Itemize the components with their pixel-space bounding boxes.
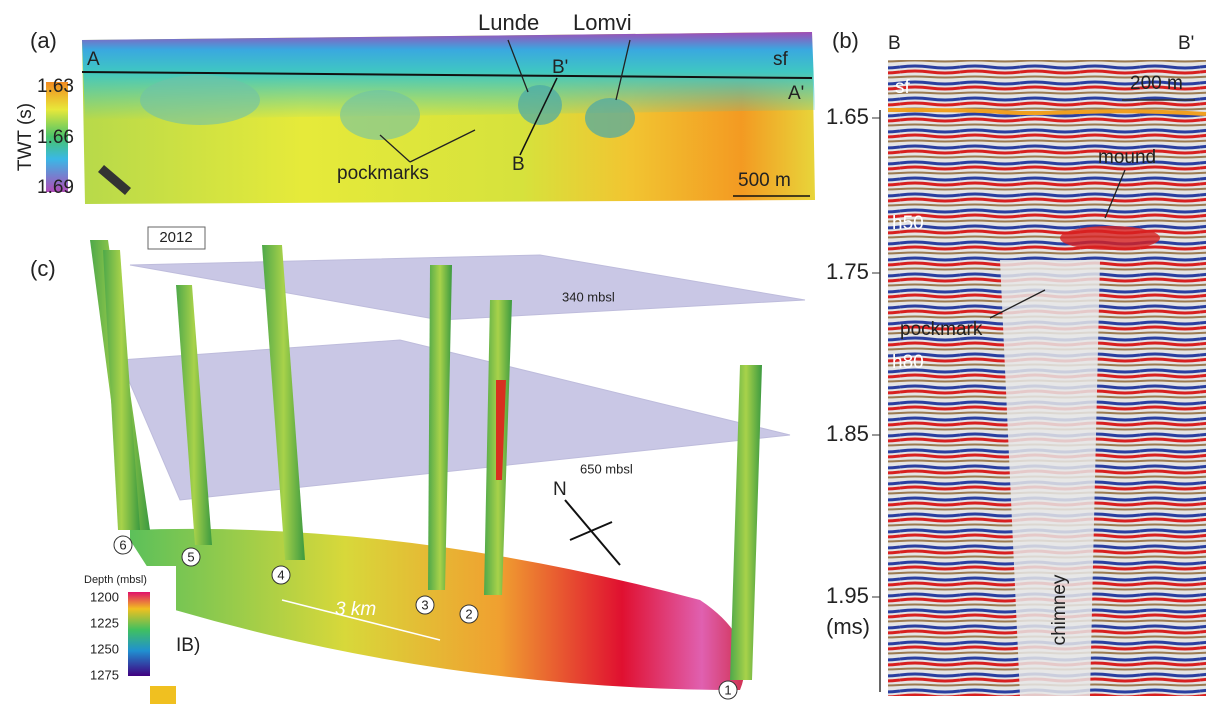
axis-label: 1.95 — [826, 583, 869, 608]
site-label: 6 — [119, 537, 126, 552]
north-label: N — [553, 479, 567, 500]
seafloor-label: sf — [773, 49, 789, 70]
colorbar-label: 1275 — [90, 667, 119, 682]
pockmark-area — [585, 98, 635, 138]
horizon-label: h50 — [892, 213, 924, 234]
annotation: chimney — [1049, 574, 1070, 645]
panel-label: (b) — [832, 28, 859, 53]
plane-label: 340 mbsl — [562, 289, 615, 304]
annotation: mound — [1098, 147, 1156, 168]
north-arrow — [565, 500, 620, 565]
site-label: 1 — [724, 682, 731, 697]
pockmark-area — [140, 75, 260, 125]
body: (a) A A' B B' sf Lunde Lomvi pockmarks 5… — [0, 0, 1210, 704]
axis-label: 1.85 — [826, 421, 869, 446]
site-label: 3 — [421, 597, 428, 612]
year-label: 2012 — [159, 229, 192, 246]
colorbar — [128, 592, 150, 676]
plane — [130, 255, 805, 320]
cut-label: IB) — [176, 635, 200, 656]
colorbar-label: 1225 — [90, 615, 119, 630]
site-label: 4 — [277, 567, 284, 582]
north-arrow — [570, 522, 612, 540]
horizon-label: h80 — [892, 352, 924, 373]
panel-b: (b) B B' 1.65 1.75 1.85 1.95 (ms) sf 200… — [826, 28, 1206, 696]
point-label: A — [87, 49, 100, 70]
flare — [428, 265, 452, 590]
panel-label: (c) — [30, 256, 56, 281]
distance-label: 3 km — [335, 599, 376, 620]
point-label: B — [888, 33, 901, 54]
pockmark-area — [340, 90, 420, 140]
axis-label: 1.75 — [826, 259, 869, 284]
mound — [1060, 226, 1160, 250]
axis-unit: (ms) — [826, 614, 870, 639]
site-label: Lunde — [478, 10, 539, 35]
flare — [730, 365, 762, 680]
plane — [120, 340, 790, 500]
colorbar-label: 1250 — [90, 641, 119, 656]
pockmark-area — [518, 85, 562, 125]
annotation: pockmarks — [337, 163, 429, 184]
point-label: B — [512, 154, 525, 175]
page: Figure {"panel_a": {"label": "(a)", "poi… — [0, 0, 1210, 704]
site-label: 2 — [465, 606, 472, 621]
point-label: A' — [788, 83, 804, 104]
plane-label: 650 mbsl — [580, 461, 633, 476]
axis-label: 1.65 — [826, 104, 869, 129]
colorbar-title: Depth (mbsl) — [84, 574, 147, 586]
colorbar-label: 1.69 — [37, 177, 74, 198]
scale-label: 500 m — [738, 170, 791, 191]
seafloor-label: sf — [895, 77, 911, 98]
annotation: pockmark — [900, 319, 983, 340]
panel-label: (a) — [30, 28, 57, 53]
legend-swatch — [150, 686, 176, 704]
point-label: B' — [552, 57, 568, 78]
panel-c: (c) 2012 340 mbsl 650 mbsl N 3 km 1 2 3 … — [30, 227, 805, 704]
point-label: B' — [1178, 33, 1194, 54]
site-label: 5 — [187, 549, 194, 564]
colorbar-label: 1200 — [90, 589, 119, 604]
scale-label: 200 m — [1130, 73, 1183, 94]
colorbar-label: 1.66 — [37, 127, 74, 148]
site-label: Lomvi — [573, 10, 632, 35]
figure: (a) A A' B B' sf Lunde Lomvi pockmarks 5… — [0, 0, 1210, 704]
colorbar-label: 1.63 — [37, 76, 74, 97]
panel-a: (a) A A' B B' sf Lunde Lomvi pockmarks 5… — [15, 10, 815, 204]
colorbar-title: TWT (s) — [15, 103, 36, 171]
